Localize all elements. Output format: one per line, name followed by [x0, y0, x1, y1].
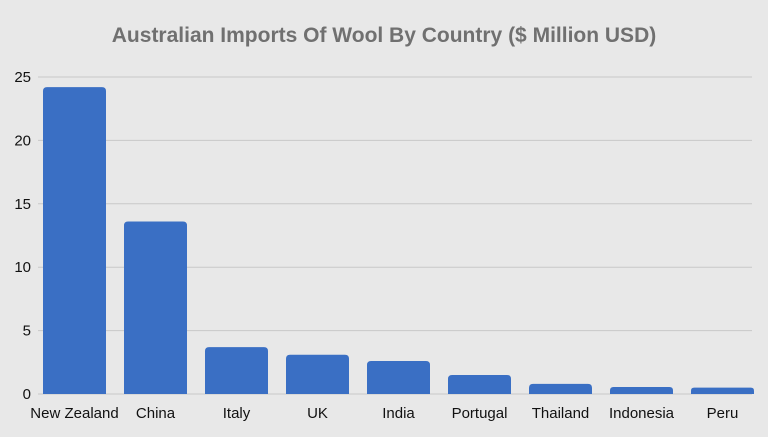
bar [448, 374, 511, 394]
x-category-label: India [382, 405, 415, 422]
y-tick-label: 0 [23, 386, 31, 403]
x-category-label: New Zealand [30, 405, 118, 422]
chart-title: Australian Imports Of Wool By Country ($… [112, 24, 656, 47]
x-category-label: China [136, 405, 176, 422]
x-axis-category-labels: New Zealand China Italy UK India Portugal Thai… [30, 405, 738, 422]
bar [124, 221, 187, 394]
x-category-label: Italy [223, 405, 251, 422]
bar [43, 87, 106, 395]
bar [691, 387, 754, 394]
y-tick-label: 10 [14, 259, 31, 276]
bar [367, 361, 430, 394]
y-axis-tick-labels: 0 5 10 15 20 25 [14, 69, 31, 403]
bar [529, 383, 592, 394]
bar [286, 354, 349, 394]
y-tick-label: 15 [14, 196, 31, 213]
y-tick-label: 25 [14, 69, 31, 86]
x-category-label: Portugal [452, 405, 508, 422]
x-category-label: Thailand [532, 405, 590, 422]
y-tick-label: 5 [23, 323, 31, 340]
x-category-label: UK [307, 405, 328, 422]
x-category-label: Indonesia [609, 405, 675, 422]
bars [43, 87, 754, 395]
y-tick-label: 20 [14, 132, 31, 149]
bar [205, 347, 268, 394]
x-category-label: Peru [707, 405, 739, 422]
bar [610, 387, 673, 394]
